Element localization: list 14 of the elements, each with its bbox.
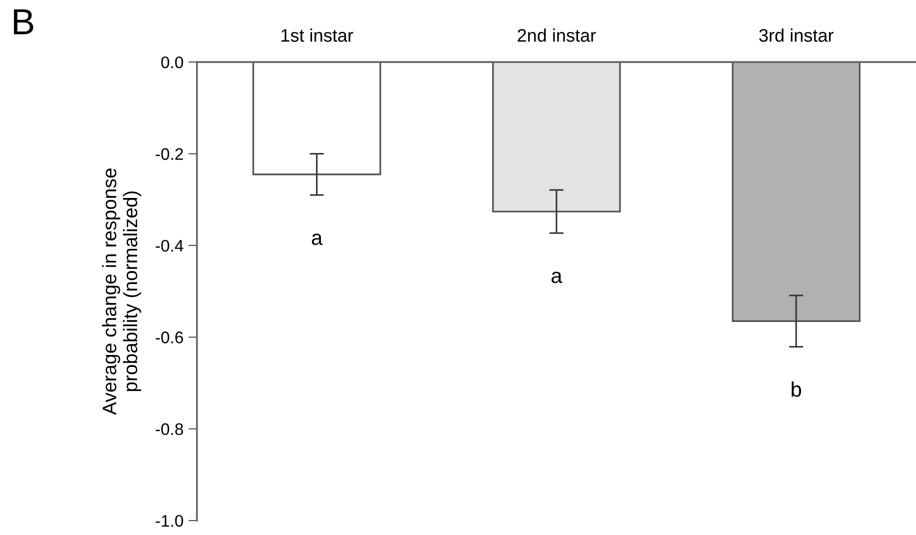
y-tick-label: -0.4 <box>156 240 184 252</box>
x-tick-label: 1st instar <box>282 28 354 42</box>
annotation: a <box>312 234 323 246</box>
y-tick-label: -1.0 <box>156 514 184 527</box>
text: B <box>14 9 34 34</box>
annotation: b <box>792 382 802 397</box>
y-tick-label: 0.0 <box>161 56 184 68</box>
y-tick-label: -0.8 <box>156 423 184 436</box>
x-tick-label: 3rd instar <box>759 28 834 42</box>
annotation: a <box>552 272 562 284</box>
x-tick-label: 2nd instar <box>518 28 596 42</box>
y-tick-label: -0.2 <box>156 148 183 160</box>
y-axis-title: Average change in response probability (normalized) <box>102 168 142 415</box>
y-tick-label: -0.6 <box>156 332 184 344</box>
